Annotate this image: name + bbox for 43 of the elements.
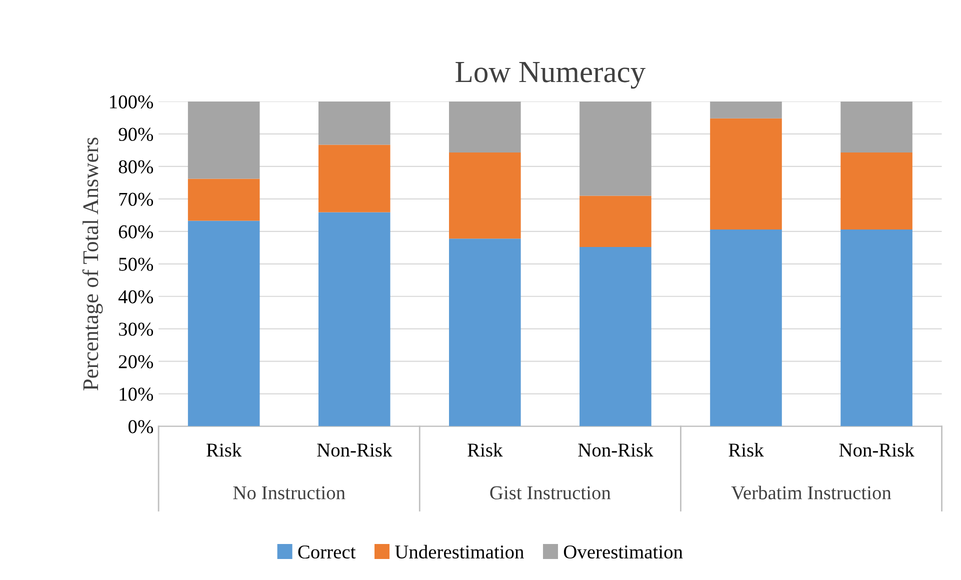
text: Gist Instruction [490,486,611,500]
y-tick-label: 40% [118,290,154,304]
text: No Instruction [233,486,346,500]
bar [840,102,912,152]
bar [318,102,390,145]
x-tick-label: Risk [206,442,242,457]
x-tick-label: Non-Risk [578,442,654,457]
bar [449,102,521,152]
bar [318,212,390,426]
bar [580,247,652,426]
y-tick-label: 80% [118,160,154,174]
y-tick-label: 0% [128,420,154,434]
y-tick-label: 30% [118,322,154,336]
bar [318,144,390,212]
bar [188,102,260,179]
x-tick-label: Non-Risk [317,442,392,457]
bar [188,220,260,426]
x-tick-label: Non-Risk [839,442,914,457]
y-tick-label: 60% [118,225,154,238]
legend-label: Overestimation [564,545,683,559]
y-tick-label: 20% [118,355,154,368]
bar [840,229,912,426]
y-tick-label: 50% [119,258,154,271]
bar [710,118,782,230]
y-axis-title: Percentage of Total Answers [82,138,103,390]
bar [580,196,652,248]
y-tick-label: 90% [118,128,154,141]
text: Verbatim Instruction [731,486,892,500]
bar [449,238,521,426]
y-tick-label: 10% [120,388,154,401]
bar [580,102,652,196]
y-tick-label: 70% [119,192,154,206]
x-tick-label: Risk [728,442,764,457]
bar [840,152,912,230]
bar [449,152,521,239]
chart-title: Low Numeracy [456,62,646,89]
x-tick-label: Risk [468,442,503,457]
bar [710,102,782,118]
legend-label: Underestimation [395,544,524,559]
bar [188,178,260,221]
y-tick-label: 100% [110,95,154,108]
bar [710,229,782,426]
legend-label: Correct [298,545,356,559]
